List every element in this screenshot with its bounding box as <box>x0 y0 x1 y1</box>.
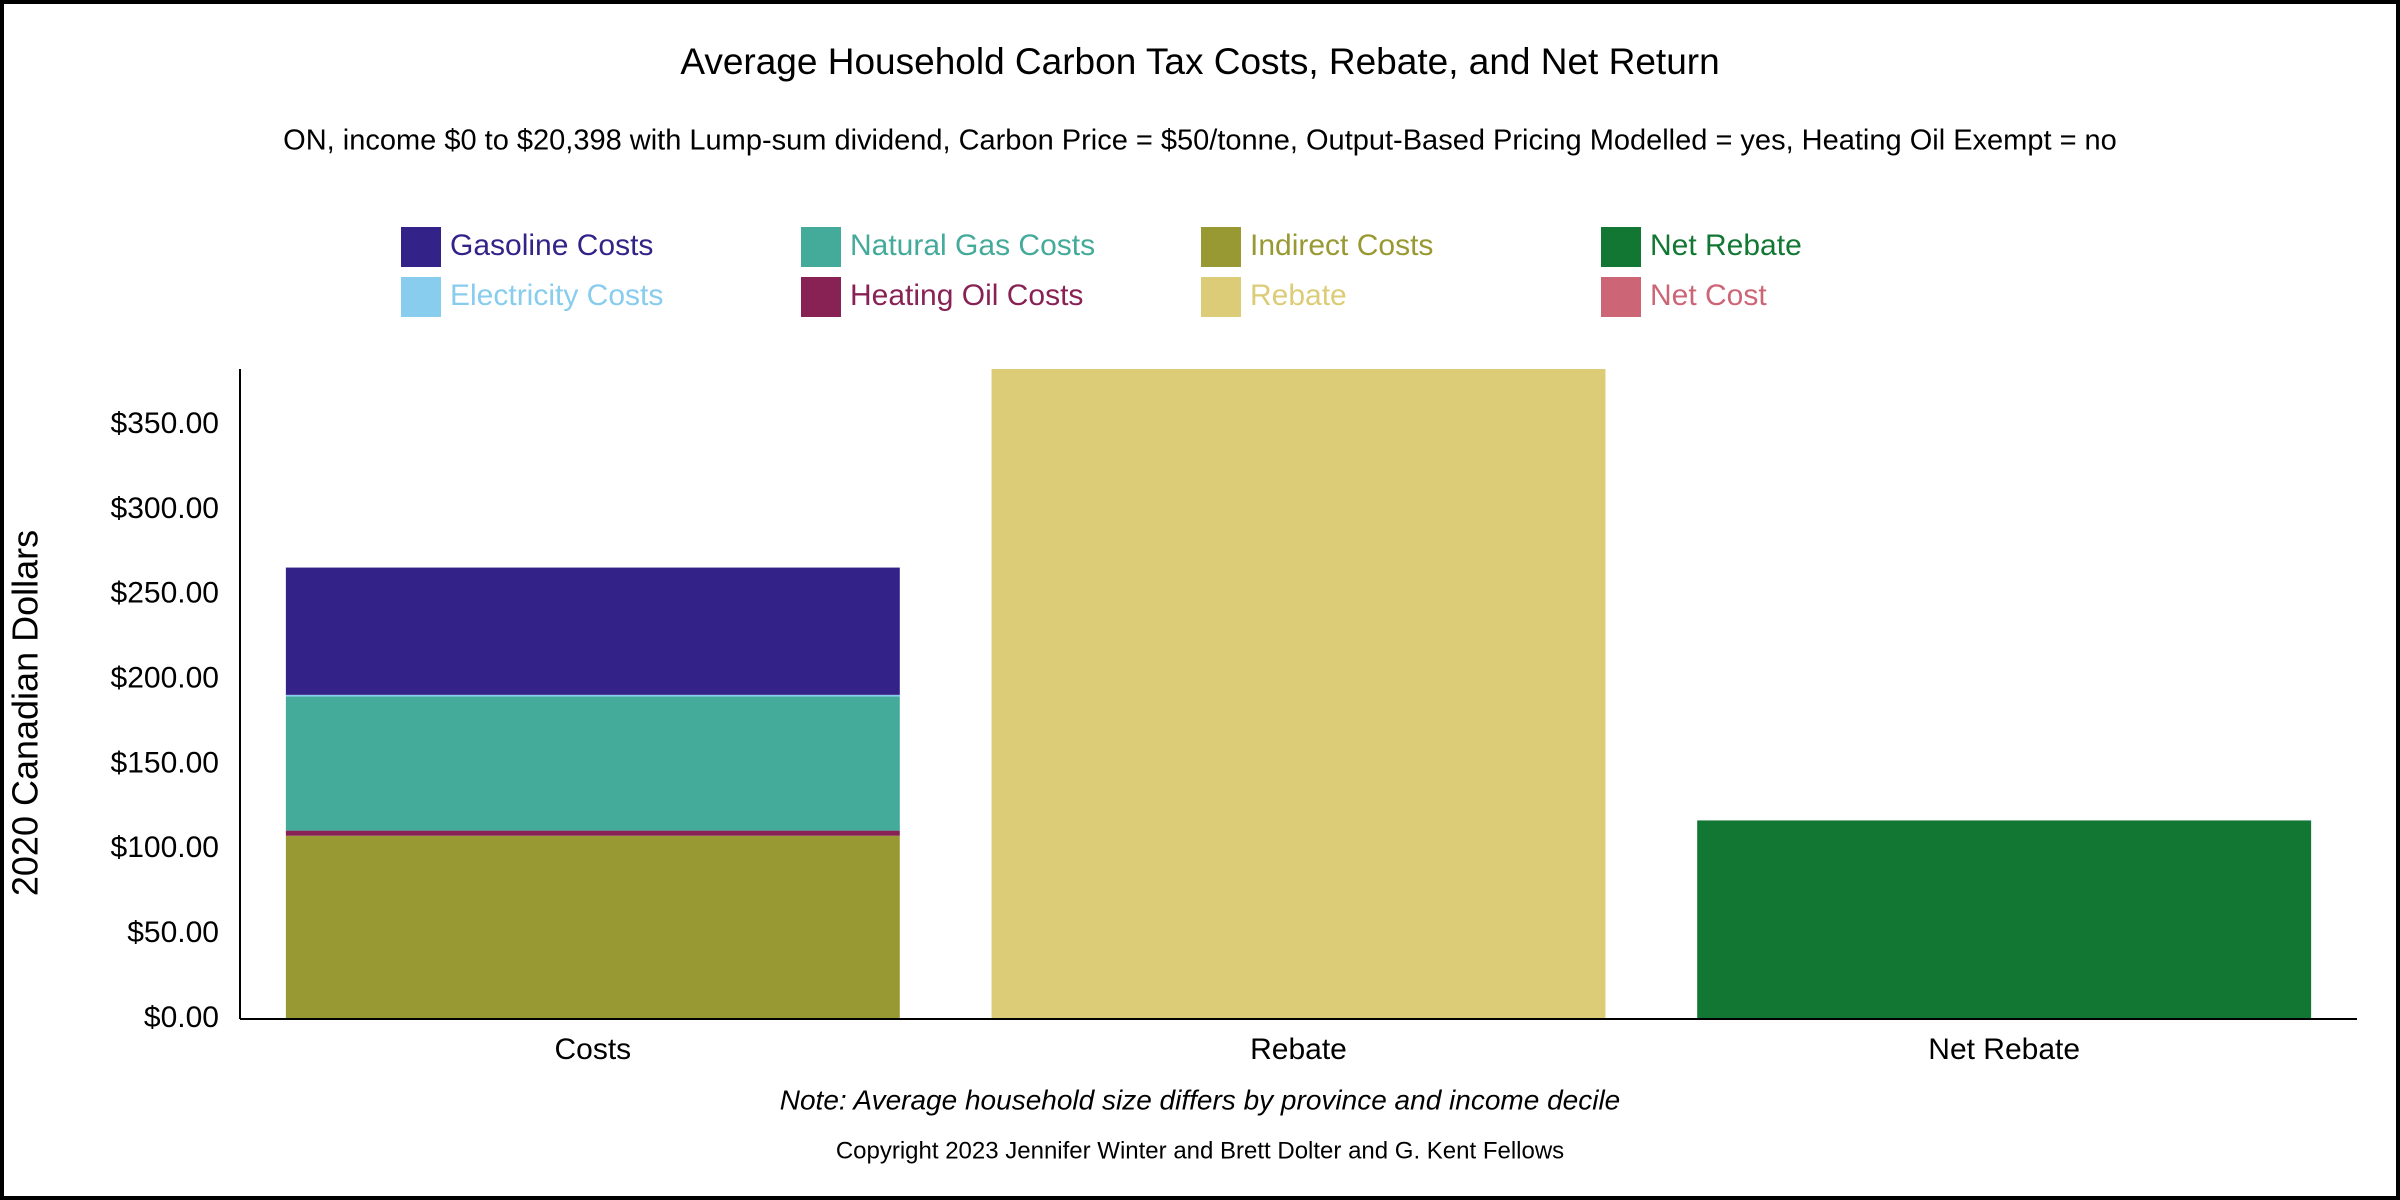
y-tick-label: $350.00 <box>111 407 219 440</box>
y-tick-label: $50.00 <box>127 916 219 949</box>
chart-subtitle: ON, income $0 to $20,398 with Lump-sum d… <box>283 125 2117 157</box>
legend-swatch <box>801 227 841 267</box>
legend-label: Indirect Costs <box>1250 229 1433 262</box>
legend-label: Electricity Costs <box>450 279 663 312</box>
x-tick-label: Rebate <box>1250 1033 1347 1066</box>
chart-title: Average Household Carbon Tax Costs, Reba… <box>680 41 1719 82</box>
legend-label: Natural Gas Costs <box>850 229 1095 262</box>
legend-swatch <box>1201 227 1241 267</box>
bar-segment <box>991 369 1606 1019</box>
y-tick-label: $150.00 <box>111 746 219 779</box>
bar-segment <box>1697 820 2312 1019</box>
legend-swatch <box>401 227 441 267</box>
y-tick-label: $250.00 <box>111 577 219 610</box>
note: Note: Average household size differs by … <box>780 1084 1621 1115</box>
bar-segment <box>285 567 900 695</box>
bar-segment <box>285 694 900 697</box>
y-axis-label: 2020 Canadian Dollars <box>5 530 46 896</box>
legend-label: Gasoline Costs <box>450 229 653 262</box>
legend-swatch <box>1601 277 1641 317</box>
bar-segment <box>285 835 900 1019</box>
legend-swatch <box>401 277 441 317</box>
legend-label: Net Cost <box>1650 279 1767 312</box>
x-tick-label: Net Rebate <box>1928 1033 2080 1066</box>
y-tick-label: $0.00 <box>144 1001 219 1034</box>
legend-swatch <box>801 277 841 317</box>
y-tick-label: $100.00 <box>111 831 219 864</box>
legend-label: Rebate <box>1250 279 1347 312</box>
legend-swatch <box>1201 277 1241 317</box>
y-tick-label: $300.00 <box>111 492 219 525</box>
copyright: Copyright 2023 Jennifer Winter and Brett… <box>836 1137 1564 1164</box>
legend-label: Net Rebate <box>1650 229 1802 262</box>
legend-swatch <box>1601 227 1641 267</box>
bar-segment <box>285 696 900 831</box>
bar-segment <box>285 830 900 836</box>
y-tick-label: $200.00 <box>111 661 219 694</box>
legend-label: Heating Oil Costs <box>850 279 1083 312</box>
x-tick-label: Costs <box>554 1033 631 1066</box>
